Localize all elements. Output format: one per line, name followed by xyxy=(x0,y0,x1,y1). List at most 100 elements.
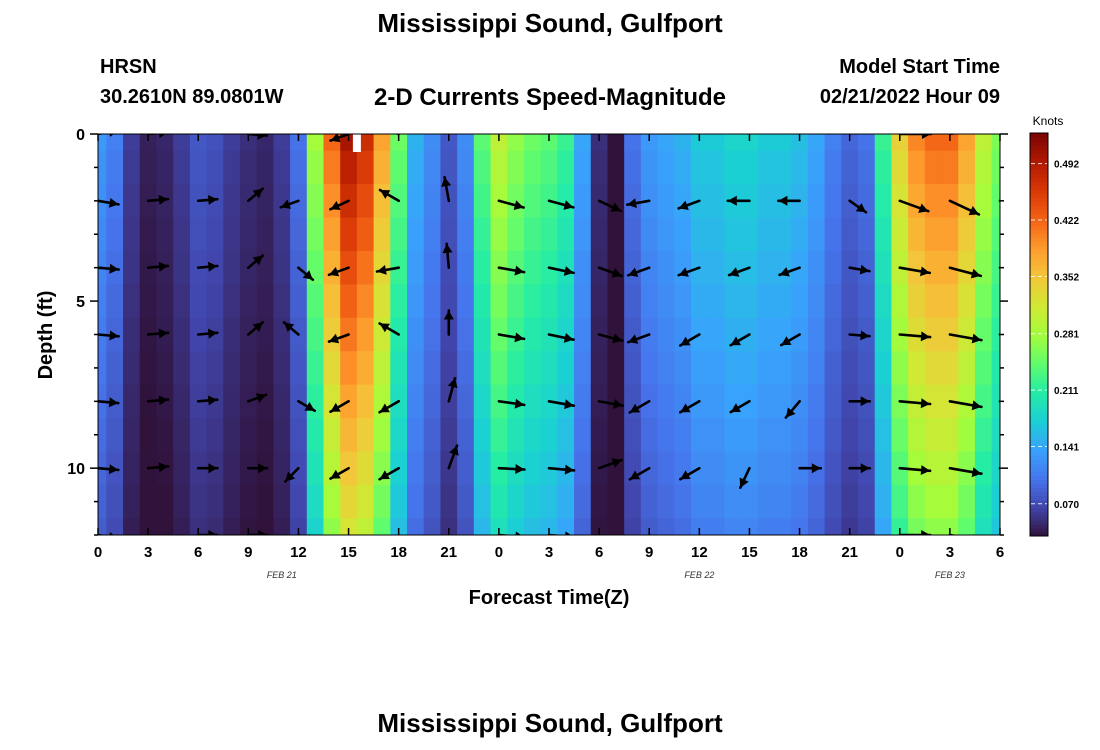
heatmap-cell xyxy=(974,134,993,152)
heatmap-cell xyxy=(974,284,993,319)
heatmap-cell xyxy=(924,184,943,219)
heatmap-cell xyxy=(774,351,792,386)
colorbar-swatch xyxy=(1030,249,1048,255)
heatmap-cell xyxy=(674,351,692,386)
current-vector-head xyxy=(280,199,291,209)
current-vector-head xyxy=(971,400,982,411)
heatmap-cell xyxy=(540,418,558,453)
heatmap-cell xyxy=(156,317,174,352)
heatmap-cell xyxy=(523,451,542,486)
heatmap-cell xyxy=(640,150,659,185)
heatmap-cell xyxy=(891,351,909,386)
current-vector-head xyxy=(680,336,691,346)
heatmap-cell xyxy=(974,250,993,285)
heatmap-cell xyxy=(858,134,876,152)
colorbar-swatch xyxy=(1030,511,1048,517)
heatmap-cell xyxy=(707,150,725,185)
colorbar-tick-label: 0.492 xyxy=(1054,160,1079,171)
current-vector xyxy=(998,333,1000,336)
colorbar-swatch xyxy=(1030,153,1048,158)
heatmap-cell xyxy=(958,250,976,285)
current-vector-head xyxy=(207,395,218,406)
heatmap-cell xyxy=(757,418,776,453)
heatmap-cell xyxy=(256,484,274,519)
heatmap-cell xyxy=(974,451,993,486)
heatmap-cell xyxy=(657,484,675,519)
heatmap-cell xyxy=(356,484,375,519)
heatmap-cell xyxy=(440,518,458,535)
heatmap-cell xyxy=(323,451,341,486)
heatmap-cell xyxy=(908,250,926,285)
heatmap-cell xyxy=(440,217,458,252)
heatmap-cell xyxy=(590,134,609,152)
current-vector-head xyxy=(920,465,931,475)
heatmap-cell xyxy=(473,134,492,152)
current-vector xyxy=(297,533,303,535)
heatmap-cell xyxy=(707,250,725,285)
heatmap-cell xyxy=(457,134,475,152)
heatmap-cell xyxy=(674,217,692,252)
colorbar-swatch xyxy=(1030,213,1048,219)
heatmap-cell xyxy=(774,518,792,535)
heatmap-cell xyxy=(323,317,341,352)
heatmap-cell xyxy=(523,284,542,319)
heatmap-cell xyxy=(239,484,258,519)
heatmap-cell xyxy=(473,384,492,419)
heatmap-cell xyxy=(239,284,258,319)
heatmap-cell xyxy=(540,217,558,252)
heatmap-cell xyxy=(523,134,542,152)
heatmap-cell xyxy=(457,518,475,535)
current-vector-head xyxy=(442,243,453,254)
heatmap-cell xyxy=(874,451,893,486)
heatmap-cell xyxy=(423,184,442,219)
heatmap-cell xyxy=(891,518,909,535)
heatmap-cell xyxy=(523,250,542,285)
heatmap-cell xyxy=(874,518,893,535)
current-vector-head xyxy=(258,530,268,535)
heatmap-cell xyxy=(290,518,308,535)
colorbar-swatch xyxy=(1030,237,1048,243)
current-vector-head xyxy=(974,134,976,135)
heatmap-cell xyxy=(791,351,809,386)
current-vector-head xyxy=(380,190,391,199)
heatmap-cell xyxy=(774,484,792,519)
station-code: HRSN xyxy=(100,56,157,78)
current-vector-head xyxy=(612,333,623,344)
heatmap-cell xyxy=(891,284,909,319)
heatmap-cell xyxy=(908,351,926,386)
heatmap-cell xyxy=(390,418,408,453)
heatmap-cell xyxy=(874,217,893,252)
heatmap-cell xyxy=(306,150,325,185)
heatmap-cell xyxy=(974,418,993,453)
heatmap-cell xyxy=(457,184,475,219)
heatmap-cell xyxy=(239,150,258,185)
current-vector-head xyxy=(781,336,792,346)
heatmap-cell xyxy=(290,134,308,152)
current-vector xyxy=(998,134,1000,136)
heatmap-cell xyxy=(473,217,492,252)
heatmap-cell xyxy=(640,351,659,386)
heatmap-cell xyxy=(123,351,141,386)
heatmap-cell xyxy=(173,351,191,386)
current-vector-head xyxy=(1021,202,1031,212)
heatmap-cell xyxy=(858,484,876,519)
current-vector-head xyxy=(514,265,525,276)
heatmap-cell xyxy=(757,184,776,219)
heatmap-cell xyxy=(106,134,124,152)
heatmap-cell xyxy=(941,418,959,453)
heatmap-cell xyxy=(306,518,325,535)
heatmap-cell xyxy=(356,351,375,386)
heatmap-cell xyxy=(640,134,659,152)
heatmap-cell xyxy=(640,217,659,252)
heatmap-cell xyxy=(340,518,358,535)
date-label: FEB 23 xyxy=(935,570,965,580)
heatmap-cell xyxy=(440,284,458,319)
heatmap-cell xyxy=(774,451,792,486)
heatmap-cell xyxy=(958,418,976,453)
heatmap-cell xyxy=(173,184,191,219)
heatmap-cell xyxy=(540,150,558,185)
colorbar-swatch xyxy=(1030,374,1048,380)
current-vector xyxy=(948,533,958,535)
heatmap-cell xyxy=(273,217,291,252)
heatmap-cell xyxy=(223,284,241,319)
